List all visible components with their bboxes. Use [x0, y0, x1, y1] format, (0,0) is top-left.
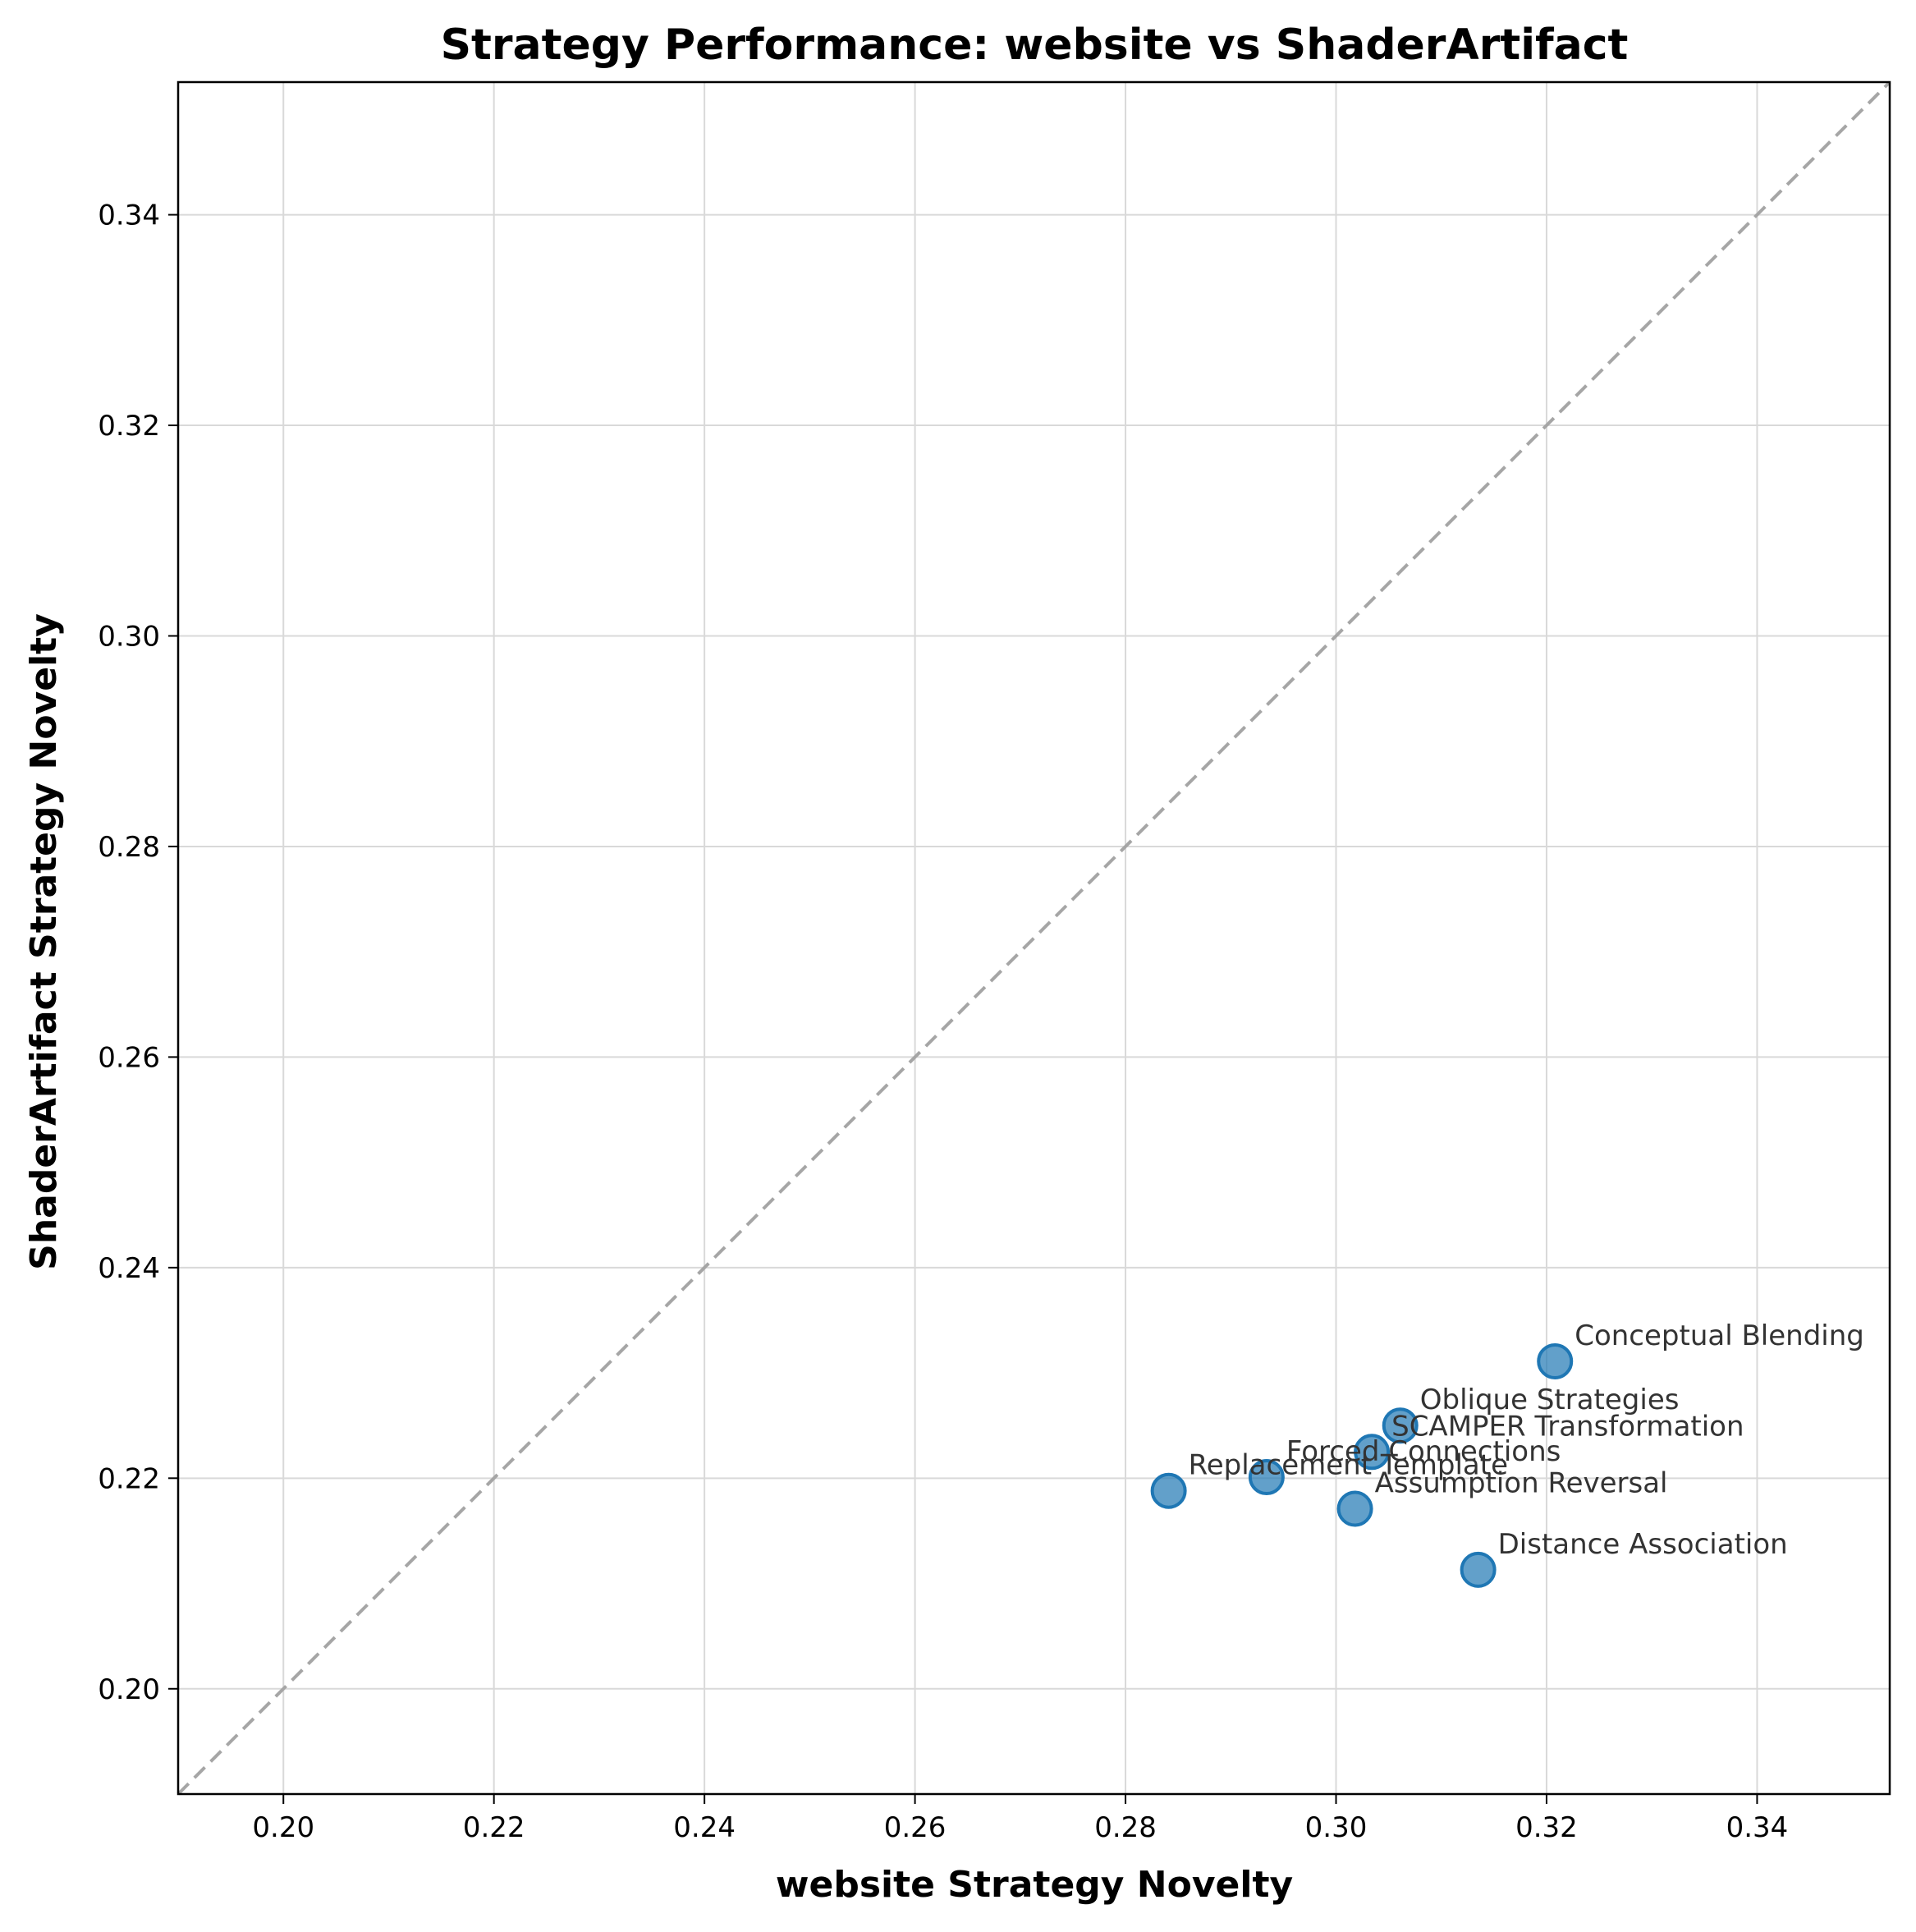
point-label: Forced Connections	[1286, 1435, 1561, 1468]
x-tick-label: 0.28	[1094, 1811, 1157, 1844]
y-tick-label: 0.32	[98, 410, 160, 443]
grid	[178, 82, 1890, 1794]
x-tick-label: 0.20	[252, 1811, 314, 1844]
y-tick-label: 0.28	[98, 831, 160, 864]
y-tick-label: 0.20	[98, 1673, 160, 1706]
y-tick-label: 0.34	[98, 200, 160, 232]
y-tick-label: 0.30	[98, 620, 160, 653]
y-axis-ticks: 0.20 0.22 0.24 0.26 0.28 0.30 0.32 0.34	[98, 200, 178, 1706]
data-point	[1354, 1434, 1391, 1471]
x-tick-label: 0.30	[1305, 1811, 1368, 1844]
point-label: Conceptual Blending	[1575, 1319, 1864, 1352]
point-label: Distance Association	[1498, 1528, 1788, 1561]
y-tick-label: 0.22	[98, 1462, 160, 1495]
point-labels: Conceptual Blending Oblique StrategiesSCA…	[1189, 1319, 1864, 1561]
point-label: SCAMPER Transformation	[1391, 1410, 1744, 1443]
data-point	[1460, 1551, 1497, 1588]
chart-title: Strategy Performance: website vs ShaderA…	[441, 21, 1629, 70]
diagonal-reference-line	[176, 80, 1891, 1796]
data-point	[1537, 1342, 1574, 1379]
x-tick-label: 0.24	[673, 1811, 736, 1844]
x-tick-label: 0.34	[1726, 1811, 1789, 1844]
y-axis-label: ShaderArtifact Strategy Novelty	[23, 613, 65, 1270]
point-label: Oblique Strategies	[1420, 1384, 1680, 1416]
y-tick-label: 0.26	[98, 1041, 160, 1074]
data-point	[1150, 1472, 1187, 1509]
data-point	[1382, 1407, 1419, 1444]
x-tick-label: 0.32	[1515, 1811, 1578, 1844]
x-tick-label: 0.26	[884, 1811, 947, 1844]
point-label: Replacement Template	[1189, 1449, 1508, 1482]
x-tick-label: 0.22	[463, 1811, 525, 1844]
data-point	[1248, 1459, 1285, 1496]
point-label: Assumption Reversal	[1375, 1467, 1668, 1500]
x-axis-ticks: 0.20 0.22 0.24 0.26 0.28 0.30 0.32 0.34	[252, 1794, 1788, 1844]
data-points	[1150, 1342, 1574, 1588]
y-tick-label: 0.24	[98, 1252, 160, 1285]
data-point	[1336, 1490, 1373, 1527]
plot-frame	[176, 80, 1891, 1796]
x-axis-label: website Strategy Novelty	[776, 1864, 1293, 1906]
